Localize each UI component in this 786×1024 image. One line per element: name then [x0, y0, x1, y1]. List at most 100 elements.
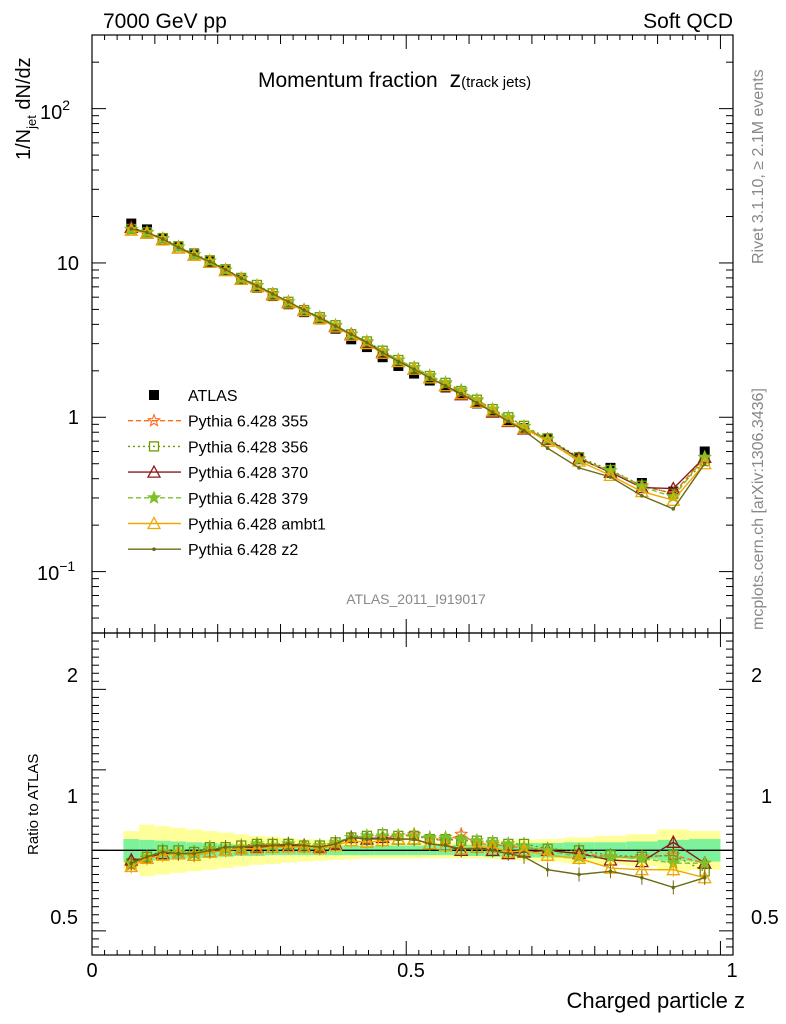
- main-ytick-10: 10: [57, 253, 79, 275]
- legend-marker-ambt1: [146, 516, 162, 530]
- legend-marker-ATLAS: [149, 390, 159, 400]
- data-point-ambt1: [297, 303, 312, 317]
- data-point-z2: [239, 276, 244, 281]
- data-point-z2: [545, 446, 550, 451]
- ratio-frame: [91, 632, 734, 956]
- header-right: Soft QCD: [643, 10, 733, 33]
- legend-marker-z2: [152, 547, 156, 551]
- data-point-z2: [270, 292, 275, 296]
- data-point-z2: [671, 507, 676, 511]
- legend-marker-356: [148, 441, 160, 452]
- ratio-ylabel: Ratio to ATLAS: [25, 754, 42, 855]
- legend-label-ATLAS: ATLAS: [188, 388, 238, 405]
- ratio-point-379: [634, 850, 650, 865]
- data-point-z2: [349, 332, 354, 337]
- ratio-point-z2: [302, 843, 306, 848]
- main-ylabel-tail: dN/dz: [13, 57, 35, 115]
- ratio-point-z2: [286, 842, 291, 846]
- ratio-ytick-0p5: 0.5: [50, 907, 78, 929]
- ratio-point-z2: [412, 837, 416, 841]
- main-ylabel: 1/Njet dN/dz: [13, 57, 39, 160]
- ratio-point-z2: [318, 845, 322, 849]
- ratio-point-z2: [365, 837, 369, 841]
- ratio-point-z2: [522, 854, 526, 859]
- legend-label-z2: Pythia 6.428 z2: [188, 542, 298, 559]
- data-point-ambt1: [139, 225, 155, 239]
- ratio-point-z2: [396, 837, 401, 841]
- main-ytick-1: 1: [68, 407, 79, 429]
- legend-item-ATLAS: ATLAS: [149, 388, 238, 405]
- series-z2: [129, 227, 707, 511]
- data-point-z2: [145, 230, 149, 235]
- ratio-point-z2: [545, 867, 550, 872]
- data-point-ambt1: [328, 319, 343, 333]
- data-point-ambt1: [202, 254, 217, 268]
- main-ytick-0p1-exp: −1: [59, 558, 75, 574]
- data-point-ambt1: [375, 345, 390, 359]
- data-point-ambt1: [391, 354, 406, 368]
- legend-label-356: Pythia 6.428 356: [188, 439, 308, 456]
- main-title: Momentum fraction z(track jets): [258, 66, 531, 92]
- data-point-z2: [286, 300, 291, 304]
- data-point-z2: [302, 308, 306, 312]
- x-axis-label: Charged particle z: [566, 988, 745, 1013]
- data-point-ambt1: [359, 336, 375, 350]
- ratio-point-ambt1: [571, 851, 587, 865]
- main-ytick-100-base: 10: [40, 102, 62, 124]
- ratio-point-370: [666, 834, 681, 848]
- ratio-point-ambt1: [540, 847, 555, 861]
- data-point-z2: [255, 284, 259, 288]
- data-point-ambt1: [312, 311, 327, 325]
- ratio-point-379: [603, 849, 618, 863]
- ratio-point-z2: [208, 848, 212, 853]
- data-point-z2: [522, 428, 526, 433]
- ratio-point-ambt1: [344, 833, 359, 847]
- data-point-z2: [459, 391, 464, 396]
- ratio-point-z2: [380, 837, 385, 841]
- legend-item-356: Pythia 6.428 356: [128, 439, 308, 456]
- data-point-ambt1: [603, 468, 618, 482]
- data-point-ambt1: [218, 263, 233, 277]
- main-ytick-0p1: 10−1: [37, 558, 75, 585]
- data-point-ambt1: [249, 279, 265, 293]
- main-ytick-100: 102: [40, 97, 70, 124]
- data-point-z2: [396, 359, 401, 364]
- legend-label-370: Pythia 6.428 370: [188, 465, 308, 482]
- ratio-point-z2: [640, 875, 644, 880]
- legend-item-355: Pythia 6.428 355: [128, 413, 308, 431]
- ratio-series: [124, 826, 712, 895]
- data-point-z2: [412, 367, 416, 371]
- main-ylabel-main: 1/N: [13, 129, 35, 160]
- ratio-ytick-1-right: 1: [761, 786, 772, 808]
- ratio-point-z2: [475, 846, 479, 851]
- header-left: 7000 GeV pp: [103, 10, 227, 33]
- data-point-z2: [427, 376, 432, 380]
- side-text-top: Rivet 3.1.10, ≥ 2.1M events: [750, 69, 767, 264]
- axes: [91, 34, 734, 956]
- ratio-point-z2: [349, 835, 354, 840]
- ratio-point-z2: [671, 885, 676, 890]
- ratio-point-z2: [427, 842, 432, 846]
- data-point-ambt1: [666, 492, 681, 506]
- ratio-point-ambt1: [249, 841, 265, 855]
- ratio-point-z2: [577, 872, 581, 877]
- data-point-ambt1: [540, 433, 555, 447]
- ratio-point-z2: [192, 851, 196, 856]
- main-ylabel-sub: jet: [24, 115, 39, 130]
- ratio-ytick-2-right: 2: [751, 665, 762, 687]
- ratio-point-ambt1: [666, 862, 681, 876]
- data-point-z2: [577, 466, 581, 470]
- ratio-point-ambt1: [218, 842, 233, 856]
- ratio-point-z2: [608, 869, 613, 874]
- ratio-point-z2: [145, 854, 149, 859]
- data-point-z2: [640, 493, 644, 498]
- series-line-z2: [131, 228, 706, 510]
- data-point-ambt1: [171, 240, 186, 254]
- data-point-ambt1: [438, 378, 453, 392]
- ratio-point-z2: [333, 842, 338, 846]
- ratio-point-z2: [223, 845, 228, 849]
- main-ytick-0p1-base: 10: [37, 563, 59, 585]
- data-point-z2: [702, 461, 707, 466]
- data-point-z2: [443, 383, 448, 388]
